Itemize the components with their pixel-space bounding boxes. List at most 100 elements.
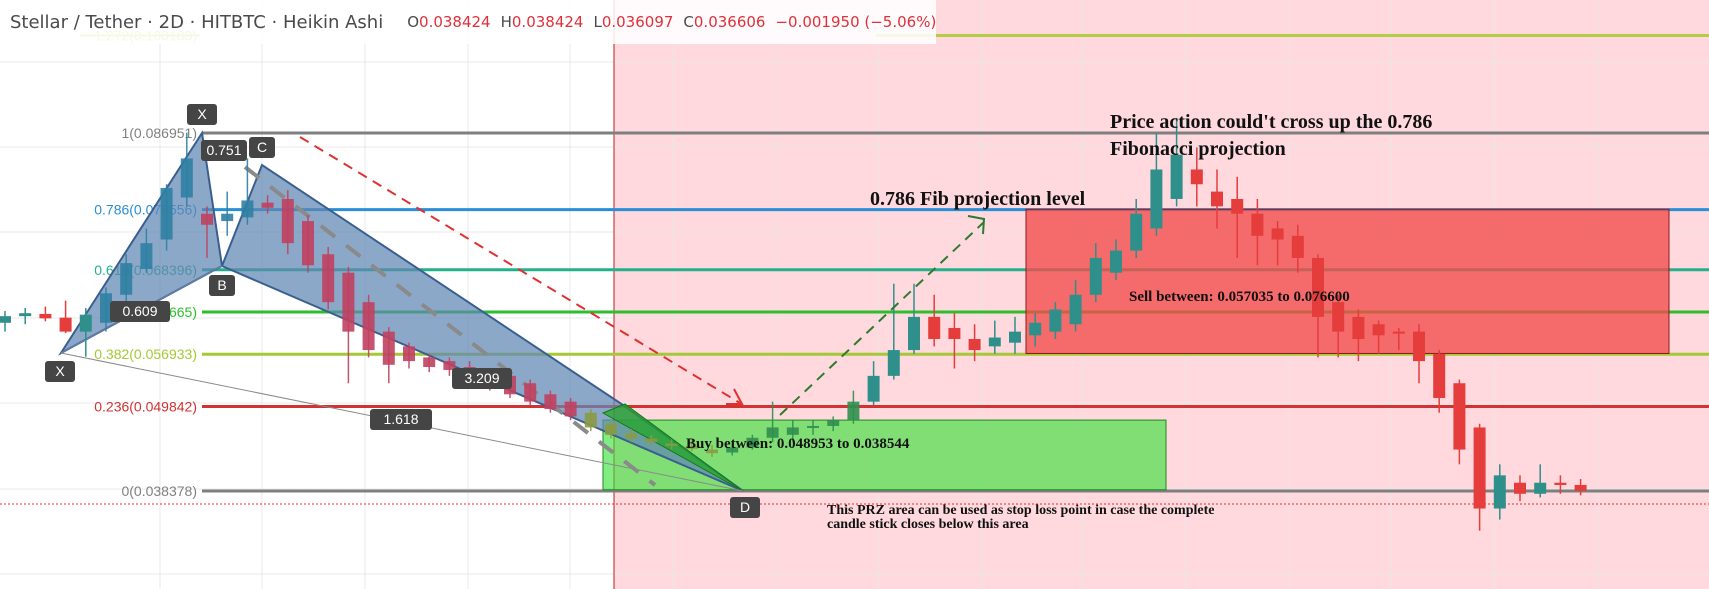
candle-body bbox=[1392, 331, 1405, 334]
candle-body bbox=[1110, 250, 1122, 273]
candle-body bbox=[1433, 353, 1446, 398]
candle-body bbox=[281, 198, 294, 244]
candle-body bbox=[544, 394, 557, 410]
fib-label: 0.382(0.056933) bbox=[94, 346, 197, 362]
ohlc-high-value: 0.038424 bbox=[511, 13, 584, 31]
red-arrow-head bbox=[726, 388, 744, 405]
candle-body bbox=[1554, 482, 1567, 485]
buy-zone bbox=[602, 419, 1167, 491]
ad-dashed-line bbox=[243, 165, 657, 487]
ratio-0751-text: 0.751 bbox=[206, 142, 241, 158]
point-d-label-box bbox=[730, 497, 760, 518]
candle-body bbox=[1150, 169, 1163, 229]
point-x-label-box bbox=[45, 361, 75, 382]
ohlc-low-value: 0.036097 bbox=[601, 13, 674, 31]
candle-body bbox=[1534, 482, 1547, 494]
ohlc-high-key: H bbox=[500, 13, 512, 31]
candle-body bbox=[1332, 302, 1345, 332]
candle-body bbox=[1009, 331, 1021, 343]
point-x-label-text: X bbox=[55, 363, 65, 379]
candle-body bbox=[201, 213, 213, 225]
candle-body bbox=[685, 445, 698, 449]
candle-body bbox=[1251, 213, 1264, 236]
candle-body bbox=[1130, 213, 1143, 251]
candle-body bbox=[362, 302, 375, 351]
candle-body bbox=[1231, 198, 1244, 214]
candle-body bbox=[746, 437, 759, 448]
candle-body bbox=[140, 243, 153, 269]
fib-projection-note: 0.786 Fib projection level bbox=[870, 188, 1086, 210]
point-a-label-text: X bbox=[197, 106, 207, 122]
candle-body bbox=[79, 314, 92, 332]
candle-body bbox=[1190, 169, 1203, 185]
price-change: −0.001950 (−5.06%) bbox=[775, 13, 937, 31]
projection-arrows bbox=[299, 136, 986, 416]
green-arrow-head bbox=[967, 215, 986, 235]
candle-body bbox=[1453, 383, 1466, 450]
candle-body bbox=[988, 337, 1001, 347]
candle-body bbox=[160, 187, 173, 240]
candle-body bbox=[120, 263, 133, 295]
chart-header: Stellar / Tether · 2D · HITBTC · Heikin … bbox=[0, 0, 937, 44]
candle-body bbox=[766, 427, 779, 438]
candle-body bbox=[1372, 324, 1385, 336]
ohlc-open-value: 0.038424 bbox=[419, 13, 491, 31]
candle-body bbox=[221, 213, 234, 222]
candle-body bbox=[847, 401, 860, 421]
candle-body bbox=[1029, 322, 1042, 336]
candle-body bbox=[443, 361, 456, 370]
point-d-label-text: D bbox=[740, 499, 750, 515]
candle-body bbox=[342, 272, 355, 332]
candle-body bbox=[908, 316, 920, 351]
candle-body bbox=[1473, 427, 1486, 509]
ratio-1618-box bbox=[370, 409, 432, 430]
candle-body bbox=[786, 427, 799, 435]
symbol-title: Stellar / Tether · 2D · HITBTC · Heikin … bbox=[10, 11, 384, 33]
red-dashed-arrow bbox=[299, 136, 741, 404]
annotations: X B C X D 0.751 0.609 3.209 1.618 Buy between: 0.… bbox=[45, 104, 1432, 532]
candle-body bbox=[1514, 482, 1526, 494]
candle-body bbox=[584, 412, 597, 428]
candle-body bbox=[524, 383, 537, 402]
candle-body bbox=[605, 423, 617, 435]
point-b-label-box bbox=[209, 275, 235, 296]
candle-body bbox=[1574, 484, 1587, 491]
candle-body bbox=[807, 425, 819, 428]
green-dashed-arrow bbox=[779, 221, 985, 416]
fib-label: 0.236(0.049842) bbox=[94, 399, 197, 415]
price-action-note-line1: Price action could't cross up the 0.786 bbox=[1110, 111, 1432, 133]
ratio-0609-box bbox=[110, 301, 170, 322]
sell-zone bbox=[1025, 208, 1670, 354]
price-action-note-line2: Fibonacci projection bbox=[1110, 138, 1286, 160]
candle-body bbox=[1211, 191, 1223, 207]
candle-body bbox=[261, 202, 274, 208]
point-c-label-box bbox=[249, 137, 275, 158]
candle-body bbox=[59, 317, 72, 332]
candle-body bbox=[302, 221, 314, 266]
candle-body bbox=[1352, 316, 1365, 340]
point-a-label-box bbox=[187, 104, 217, 125]
ratio-0751-box bbox=[201, 140, 247, 161]
sell-zone-label: Sell between: 0.057035 to 0.076600 bbox=[1129, 289, 1350, 305]
candle-body bbox=[423, 357, 436, 368]
candle-body bbox=[1291, 235, 1304, 258]
candle-body bbox=[403, 346, 415, 362]
candle-body bbox=[39, 313, 52, 319]
candle-body bbox=[100, 293, 112, 323]
ohlc-close-key: C bbox=[683, 13, 694, 31]
candle-body bbox=[322, 254, 335, 303]
candle-body bbox=[726, 447, 739, 453]
prz-triangle bbox=[601, 403, 744, 492]
candle-body bbox=[645, 438, 658, 443]
point-b-label-text: B bbox=[217, 277, 226, 293]
candle-body bbox=[1413, 331, 1425, 362]
candle-body bbox=[867, 375, 880, 402]
candle-body bbox=[382, 331, 395, 365]
candle-body bbox=[665, 443, 678, 446]
candle-body bbox=[1493, 475, 1506, 509]
point-c-label-text: C bbox=[257, 139, 267, 155]
candle-body bbox=[1170, 154, 1183, 199]
candle-body bbox=[241, 200, 254, 218]
ratio-3209-box bbox=[452, 368, 512, 389]
